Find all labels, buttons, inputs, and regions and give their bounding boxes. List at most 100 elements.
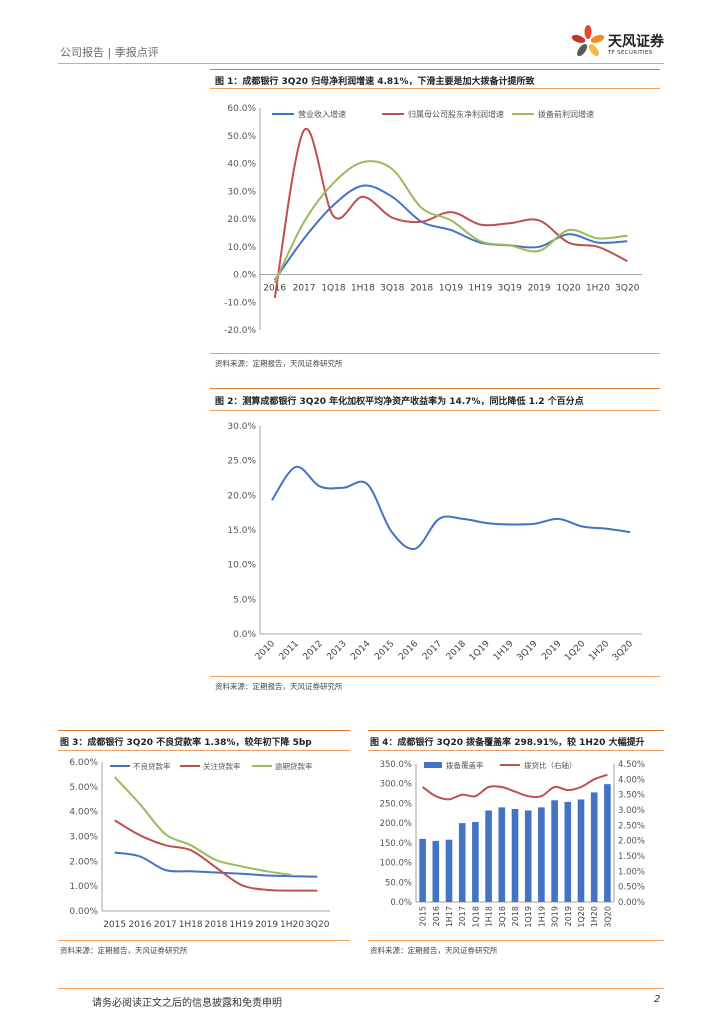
- fig2-series-line: [271, 465, 631, 550]
- fig3-x-tick: 2017: [154, 920, 177, 930]
- fig1-y-tick: 60.0%: [227, 104, 256, 114]
- fig4-y-tick-right: 0.50%: [618, 883, 645, 893]
- fig3-x-tick: 1H20: [280, 920, 304, 930]
- fig3-x-tick: 2016: [129, 920, 152, 930]
- fig4-x-tick: 2016: [432, 906, 441, 926]
- fig3-x-tick: 3Q20: [305, 920, 330, 930]
- fig2-x-tick: 1H20: [587, 639, 611, 663]
- brand-name-en: TF SECURITIES: [608, 50, 653, 56]
- fig3-x-tick: 1H19: [229, 920, 253, 930]
- fig2-y-tick: 30.0%: [227, 422, 256, 432]
- fig2-y-tick: 15.0%: [227, 526, 256, 536]
- fig4-y-tick-left: 350.0%: [380, 760, 412, 770]
- fig1-y-tick: -20.0%: [224, 326, 256, 336]
- fig1-y-tick: 30.0%: [227, 187, 256, 197]
- fig4-y-tick-left: 150.0%: [380, 839, 412, 849]
- fig4-y-tick-right: 0.00%: [618, 898, 645, 908]
- fig1-series-line: [273, 160, 628, 284]
- fig1-x-tick: 2017: [293, 284, 316, 294]
- fig4-bar: [445, 839, 453, 902]
- fig4-source: 资料来源：定期报告，天风证券研究所: [370, 946, 498, 955]
- fig1-y-tick: 40.0%: [227, 160, 256, 170]
- fig2-top-rule: [210, 388, 660, 389]
- fig3-y-tick: 6.00%: [69, 758, 98, 768]
- fig3-series-line: [114, 819, 318, 892]
- fig1-title: 图 1：成都银行 3Q20 归母净利润增速 4.81%，下滑主要是加大拨备计提所…: [215, 77, 535, 87]
- fig3-x-tick: 1H18: [179, 920, 203, 930]
- fig2-y-tick: 10.0%: [227, 561, 256, 571]
- fig1-legend-label: 营业收入增速: [298, 109, 346, 119]
- fig4-x-tick: 1H19: [537, 906, 546, 927]
- fig4-ratio-line: [422, 773, 608, 801]
- fig1-x-tick: 1Q19: [439, 284, 464, 294]
- fig2-x-tick: 1H19: [492, 639, 516, 663]
- fig2-title-rule: [210, 410, 660, 411]
- fig1-top-rule: [210, 69, 660, 70]
- fig4-x-tick: 1Q18: [471, 906, 480, 928]
- fig2-y-tick: 25.0%: [227, 457, 256, 467]
- fig1-x-tick: 3Q19: [498, 284, 523, 294]
- fig3-title: 图 3：成都银行 3Q20 不良贷款率 1.38%，较年初下降 5bp: [60, 738, 312, 748]
- fig4-y-tick-right: 4.00%: [618, 775, 645, 785]
- fig4-bar: [538, 807, 545, 902]
- fig4-y-tick-right: 1.00%: [618, 867, 645, 877]
- fig2-y-tick: 20.0%: [227, 491, 256, 501]
- fig4-y-tick-right: 2.00%: [618, 837, 645, 847]
- fig3-x-tick: 2018: [205, 920, 228, 930]
- fig2-x-tick: 2012: [302, 639, 325, 662]
- fig4-title-rule: [368, 750, 664, 751]
- fig1-x-tick: 2016: [263, 284, 286, 294]
- fig2-source: 资料来源：定期报告，天风证券研究所: [215, 682, 343, 691]
- fig3-chart: 6.00%5.00%4.00%3.00%2.00%1.00%0.00%2015 2…: [69, 758, 330, 930]
- fig4-x-tick: 3Q18: [498, 906, 507, 928]
- fig4-legend-swatch-bar: [424, 762, 442, 768]
- fig1-y-tick: 50.0%: [227, 132, 256, 142]
- fig4-x-tick: 1H18: [485, 906, 494, 927]
- fig1-series-line: [273, 127, 628, 299]
- fig3-y-tick: 5.00%: [69, 783, 98, 793]
- fig2-x-tick: 2010: [254, 639, 277, 662]
- fig3-y-tick: 0.00%: [69, 907, 98, 917]
- fig4-legend-label: 拨贷比（右轴）: [524, 760, 577, 770]
- fig2-x-tick: 2011: [278, 639, 301, 662]
- fig4-y-tick-left: 100.0%: [380, 859, 412, 869]
- fig2-x-tick: 1Q20: [563, 639, 587, 663]
- fig2-x-tick: 2013: [325, 639, 348, 662]
- fig2-x-tick: 2015: [373, 639, 396, 662]
- fig4-x-tick: 1Q20: [577, 906, 586, 928]
- fig3-x-tick: 2015: [103, 920, 126, 930]
- fig3-legend-label: 逾期贷款率: [275, 761, 313, 771]
- fig2-y-tick: 0.0%: [233, 630, 256, 640]
- fig4-bar: [577, 799, 585, 902]
- fig2-x-tick: 2019: [540, 639, 563, 662]
- fig4-x-tick: 3Q19: [551, 906, 560, 928]
- fig1-y-tick: 10.0%: [227, 243, 256, 253]
- fig3-bottom-rule: [58, 940, 350, 941]
- fig4-bar: [604, 784, 611, 902]
- fig1-x-tick: 1H19: [468, 284, 492, 294]
- fig3-y-tick: 4.00%: [69, 808, 98, 818]
- fig4-bar: [551, 800, 558, 902]
- fig3-top-rule: [58, 730, 350, 731]
- fig4-x-tick: 2019: [564, 906, 573, 926]
- footer-divider: [58, 988, 664, 989]
- fig1-y-tick: 0.0%: [233, 271, 256, 281]
- report-type: 公司报告 | 季报点评: [60, 46, 159, 59]
- fig4-legend-label: 拨备覆盖率: [446, 760, 484, 770]
- fig4-chart: 350.0% 300.0% 250.0% 200.0% 150.0% 100.0% 50.0…: [380, 760, 645, 928]
- fig1-x-tick: 1H20: [586, 284, 610, 294]
- fig1-y-tick: 20.0%: [227, 215, 256, 225]
- brand-logo-icon: [571, 25, 605, 57]
- fig4-y-tick-left: 250.0%: [380, 799, 412, 809]
- fig4-bar: [458, 823, 466, 902]
- fig3-y-tick: 2.00%: [69, 857, 98, 867]
- fig4-y-tick-left: 0.0%: [390, 898, 412, 908]
- fig3-y-tick: 3.00%: [69, 833, 98, 843]
- brand-name: 天风证券: [608, 34, 664, 50]
- fig1-x-tick: 1Q20: [556, 284, 581, 294]
- fig2-x-tick: 3Q19: [515, 639, 539, 663]
- fig2-x-tick: 2014: [349, 639, 372, 662]
- fig1-title-rule: [210, 88, 660, 89]
- fig4-bar: [419, 838, 426, 902]
- fig4-x-tick: 2015: [419, 906, 428, 926]
